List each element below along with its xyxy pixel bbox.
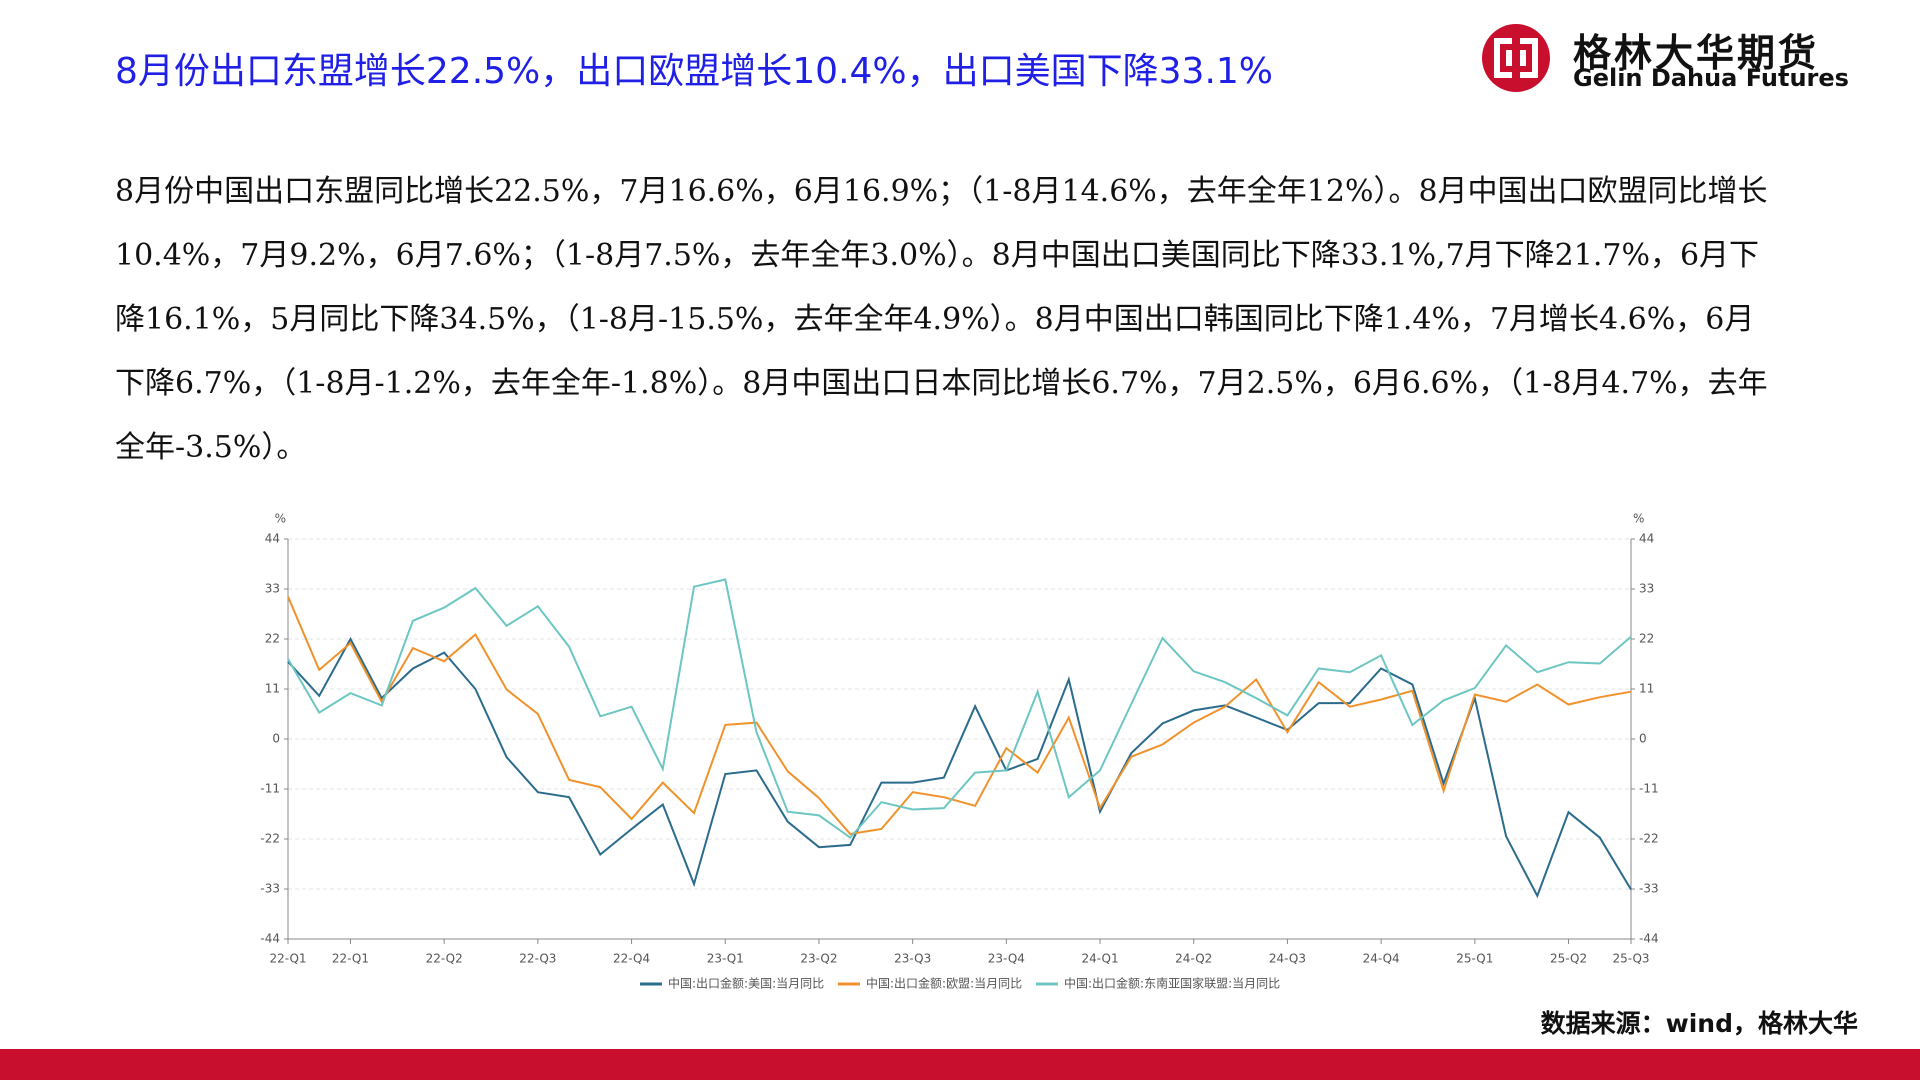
x-tick-label: 25-Q2 bbox=[1550, 952, 1587, 966]
source-note: 数据来源：wind，格林大华 bbox=[1540, 1009, 1858, 1038]
x-tick-label: 22-Q2 bbox=[426, 952, 463, 966]
footer-bar bbox=[0, 1049, 1920, 1080]
logo-text-en: Gelin Dahua Futures bbox=[1573, 64, 1849, 92]
y-tick-label: 44 bbox=[265, 532, 280, 546]
y2-axis-label: % bbox=[1633, 512, 1644, 526]
chart: -44 -33 -22 -11 0 11 22 33 44 -44 -33 -22 -11 0 11 22 33… bbox=[260, 512, 1659, 991]
y-tick-label: 11 bbox=[265, 682, 280, 696]
y-tick-label: -11 bbox=[260, 782, 280, 796]
body-text: 8月份中国出口东盟同比增长22.5%，7月16.6%，6月16.9%；（1-8月… bbox=[115, 174, 1768, 465]
y2-tick-label: -44 bbox=[1639, 932, 1659, 946]
x-tick-label: 25-Q1 bbox=[1456, 952, 1493, 966]
legend-label: 中国:出口金额:美国:当月同比 bbox=[668, 976, 824, 991]
y-tick-label: -44 bbox=[260, 932, 280, 946]
x-tick-label: 22-Q4 bbox=[613, 952, 650, 966]
x-tick-label: 25-Q3 bbox=[1612, 952, 1649, 966]
y-tick-label: -22 bbox=[260, 832, 280, 846]
x-tick-label: 24-Q3 bbox=[1269, 952, 1306, 966]
y-axis-label: % bbox=[275, 512, 286, 526]
y2-tick-label: 33 bbox=[1639, 582, 1654, 596]
y-tick-label: 0 bbox=[272, 732, 280, 746]
x-tick-label: 23-Q1 bbox=[707, 952, 744, 966]
legend-label: 中国:出口金额:东南亚国家联盟:当月同比 bbox=[1064, 976, 1280, 991]
y-tick-label: 22 bbox=[265, 632, 280, 646]
y2-tick-label: -11 bbox=[1639, 782, 1659, 796]
series-line bbox=[287, 578, 1632, 839]
y-tick-label: 33 bbox=[265, 582, 280, 596]
x-tick-label: 23-Q2 bbox=[800, 952, 837, 966]
y2-tick-label: 0 bbox=[1639, 732, 1647, 746]
series-line bbox=[287, 636, 1632, 899]
slide-title: 8月份出口东盟增长22.5%，出口欧盟增长10.4%，出口美国下降33.1% bbox=[115, 51, 1273, 92]
y2-tick-label: 44 bbox=[1639, 532, 1654, 546]
x-tick-label: 23-Q3 bbox=[894, 952, 931, 966]
y2-tick-label: -22 bbox=[1639, 832, 1659, 846]
x-tick-label: 24-Q1 bbox=[1081, 952, 1118, 966]
y2-tick-label: -33 bbox=[1639, 882, 1659, 896]
x-tick-label: 22-Q3 bbox=[519, 952, 556, 966]
legend-label: 中国:出口金额:欧盟:当月同比 bbox=[866, 976, 1022, 991]
x-tick-label: 24-Q2 bbox=[1175, 952, 1212, 966]
y-tick-label: -33 bbox=[260, 882, 280, 896]
x-tick-label: 22-Q1 bbox=[332, 952, 369, 966]
y2-tick-label: 22 bbox=[1639, 632, 1654, 646]
y2-tick-label: 11 bbox=[1639, 682, 1654, 696]
logo-icon bbox=[1482, 24, 1550, 92]
x-tick-label: 22-Q1 bbox=[269, 952, 306, 966]
logo-text: 格林大华期货 bbox=[1573, 31, 1820, 75]
series-line bbox=[287, 596, 1632, 836]
x-tick-label: 24-Q4 bbox=[1363, 952, 1400, 966]
x-tick-label: 23-Q4 bbox=[988, 952, 1025, 966]
